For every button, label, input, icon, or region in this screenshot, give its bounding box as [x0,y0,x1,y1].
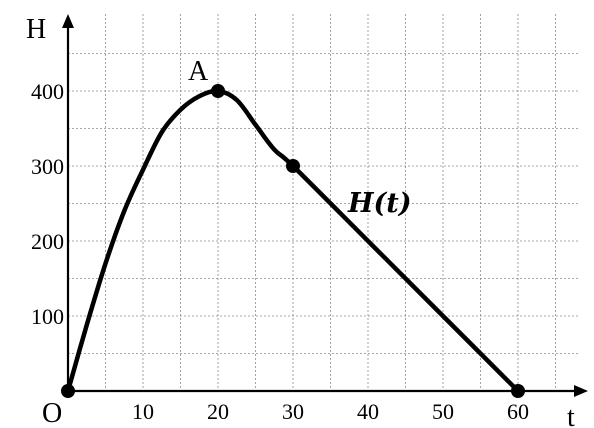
curve-label: H(t) [347,188,412,219]
y-tick-label: 100 [31,304,64,329]
data-point [286,159,300,173]
x-tick-label: 30 [282,399,304,424]
x-axis-label: t [567,402,575,428]
data-point [61,384,75,398]
y-axis-arrow [62,14,74,28]
data-point [511,384,525,398]
y-tick-label: 300 [31,154,64,179]
tick-labels: 10 20 30 40 50 60 100 200 300 400 [31,79,529,424]
y-tick-label: 200 [31,229,64,254]
x-tick-label: 40 [357,399,379,424]
point-a [211,84,225,98]
x-axis-arrow [574,385,588,397]
points [61,84,525,398]
x-tick-label: 20 [207,399,229,424]
origin-label: O [42,398,62,428]
labels: H t O A H(t) [26,14,575,428]
y-axis-label: H [26,14,46,45]
x-tick-label: 50 [432,399,454,424]
x-tick-label: 10 [132,399,154,424]
point-a-label: A [188,56,209,87]
x-tick-label: 60 [507,399,529,424]
y-tick-label: 400 [31,79,64,104]
axes [62,14,588,397]
grid [68,14,578,391]
